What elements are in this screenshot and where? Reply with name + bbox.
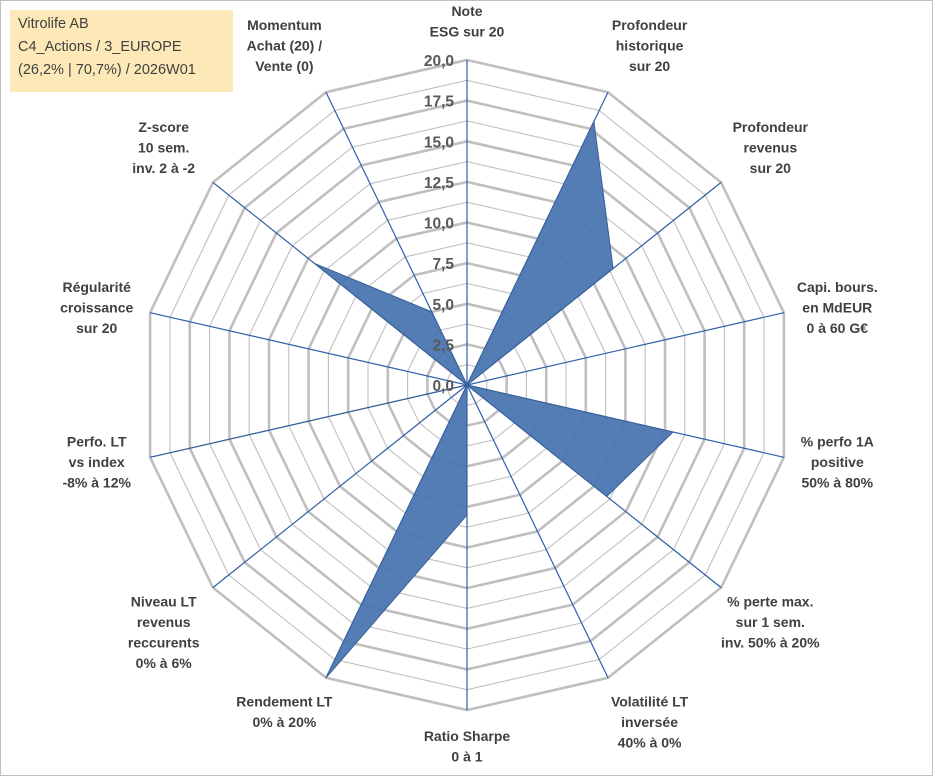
category-label: Profondeur historique sur 20 (612, 17, 688, 74)
tick-label: 15,0 (424, 134, 454, 151)
company-name: Vitrolife AB (18, 16, 89, 32)
category-label-line: positive (811, 454, 864, 470)
category-label-line: vs index (69, 454, 125, 470)
category-label: Profondeur revenus sur 20 (733, 119, 809, 176)
category-label: Volatilité LT inversée 40% à 0% (611, 694, 689, 751)
info-box: Vitrolife AB C4_Actions / 3_EUROPE (26,2… (10, 10, 233, 92)
category-label-line: Vente (0) (255, 58, 313, 74)
category-label-line: inv. 50% à 20% (721, 634, 820, 650)
category-label-line: 10 sem. (138, 140, 189, 156)
category-label: % perfo 1A positive 50% à 80% (801, 434, 874, 491)
tick-label: 20,0 (424, 53, 454, 70)
category-label-line: Momentum (247, 17, 322, 33)
category-label: Z-score 10 sem. inv. 2 à -2 (132, 119, 195, 176)
score-week: (26,2% | 70,7%) / 2026W01 (18, 62, 196, 78)
category-label-line: % perfo 1A (801, 434, 874, 450)
category-label-line: 40% à 0% (618, 735, 682, 751)
radar-series (149, 119, 675, 679)
category-label-line: Achat (20) / (247, 37, 323, 53)
category-label-line: 50% à 80% (801, 475, 873, 491)
category-label-line: croissance (60, 300, 133, 316)
category-label: Régularité croissance sur 20 (60, 279, 133, 336)
category-label-line: Z-score (138, 119, 189, 135)
category-label-line: 0 à 1 (451, 749, 482, 765)
category-label-line: sur 20 (629, 58, 670, 74)
category-label-line: % perte max. (727, 593, 813, 609)
category-label-line: reccurents (128, 634, 200, 650)
category-label-line: Capi. bours. (797, 279, 878, 295)
tick-label: 12,5 (424, 175, 455, 192)
category-label-line: -8% à 12% (62, 475, 131, 491)
spoke-line (466, 312, 785, 386)
category-label-line: inv. 2 à -2 (132, 160, 195, 176)
radar-tick-labels: 0,0 2,5 5,0 7,5 10,0 12,5 15,0 17,5 20,0 (424, 53, 455, 395)
category-label-line: Ratio Sharpe (424, 728, 511, 744)
spoke-line (149, 312, 468, 386)
category-label-line: inversée (621, 714, 678, 730)
portfolio-path: C4_Actions / 3_EUROPE (18, 39, 182, 55)
category-label-line: Régularité (62, 279, 131, 295)
tick-label: 2,5 (432, 337, 454, 354)
category-label-line: revenus (137, 614, 191, 630)
category-label: Momentum Achat (20) / Vente (0) (247, 17, 323, 74)
category-label-line: ESG sur 20 (430, 24, 505, 40)
category-label: Ratio Sharpe 0 à 1 (424, 728, 511, 765)
category-label: Rendement LT 0% à 20% (236, 694, 333, 731)
category-label-line: Note (451, 3, 482, 19)
spoke-line (212, 384, 468, 589)
category-label-line: 0% à 20% (252, 714, 316, 730)
category-label: % perte max. sur 1 sem. inv. 50% à 20% (721, 593, 820, 650)
category-label-line: sur 1 sem. (736, 614, 805, 630)
tick-label: 0,0 (432, 378, 454, 395)
category-label-line: sur 20 (750, 160, 791, 176)
category-label: Perfo. LT vs index -8% à 12% (62, 434, 131, 491)
category-label: Capi. bours. en MdEUR 0 à 60 G€ (797, 279, 878, 336)
tick-label: 5,0 (432, 297, 454, 314)
category-label-line: Volatilité LT (611, 694, 689, 710)
category-label-line: Rendement LT (236, 694, 333, 710)
series-area (149, 119, 675, 679)
category-label-line: 0 à 60 G€ (807, 320, 869, 336)
category-label: Note ESG sur 20 (430, 3, 505, 40)
category-label-line: revenus (743, 140, 797, 156)
spoke-line (466, 384, 609, 679)
category-label-line: sur 20 (76, 320, 117, 336)
radar-category-labels: Note ESG sur 20 Profondeur historique sur 20… (60, 3, 878, 765)
tick-label: 10,0 (424, 216, 454, 233)
tick-label: 7,5 (432, 256, 454, 273)
category-label-line: Perfo. LT (67, 434, 127, 450)
category-label-line: en MdEUR (802, 300, 872, 316)
category-label-line: Profondeur (733, 119, 809, 135)
category-label-line: Niveau LT (131, 593, 197, 609)
category-label-line: 0% à 6% (136, 655, 193, 671)
category-label-line: Profondeur (612, 17, 688, 33)
category-label-line: historique (616, 37, 684, 53)
tick-label: 17,5 (424, 94, 455, 111)
category-label: Niveau LT revenus reccurents 0% à 6% (128, 593, 200, 671)
